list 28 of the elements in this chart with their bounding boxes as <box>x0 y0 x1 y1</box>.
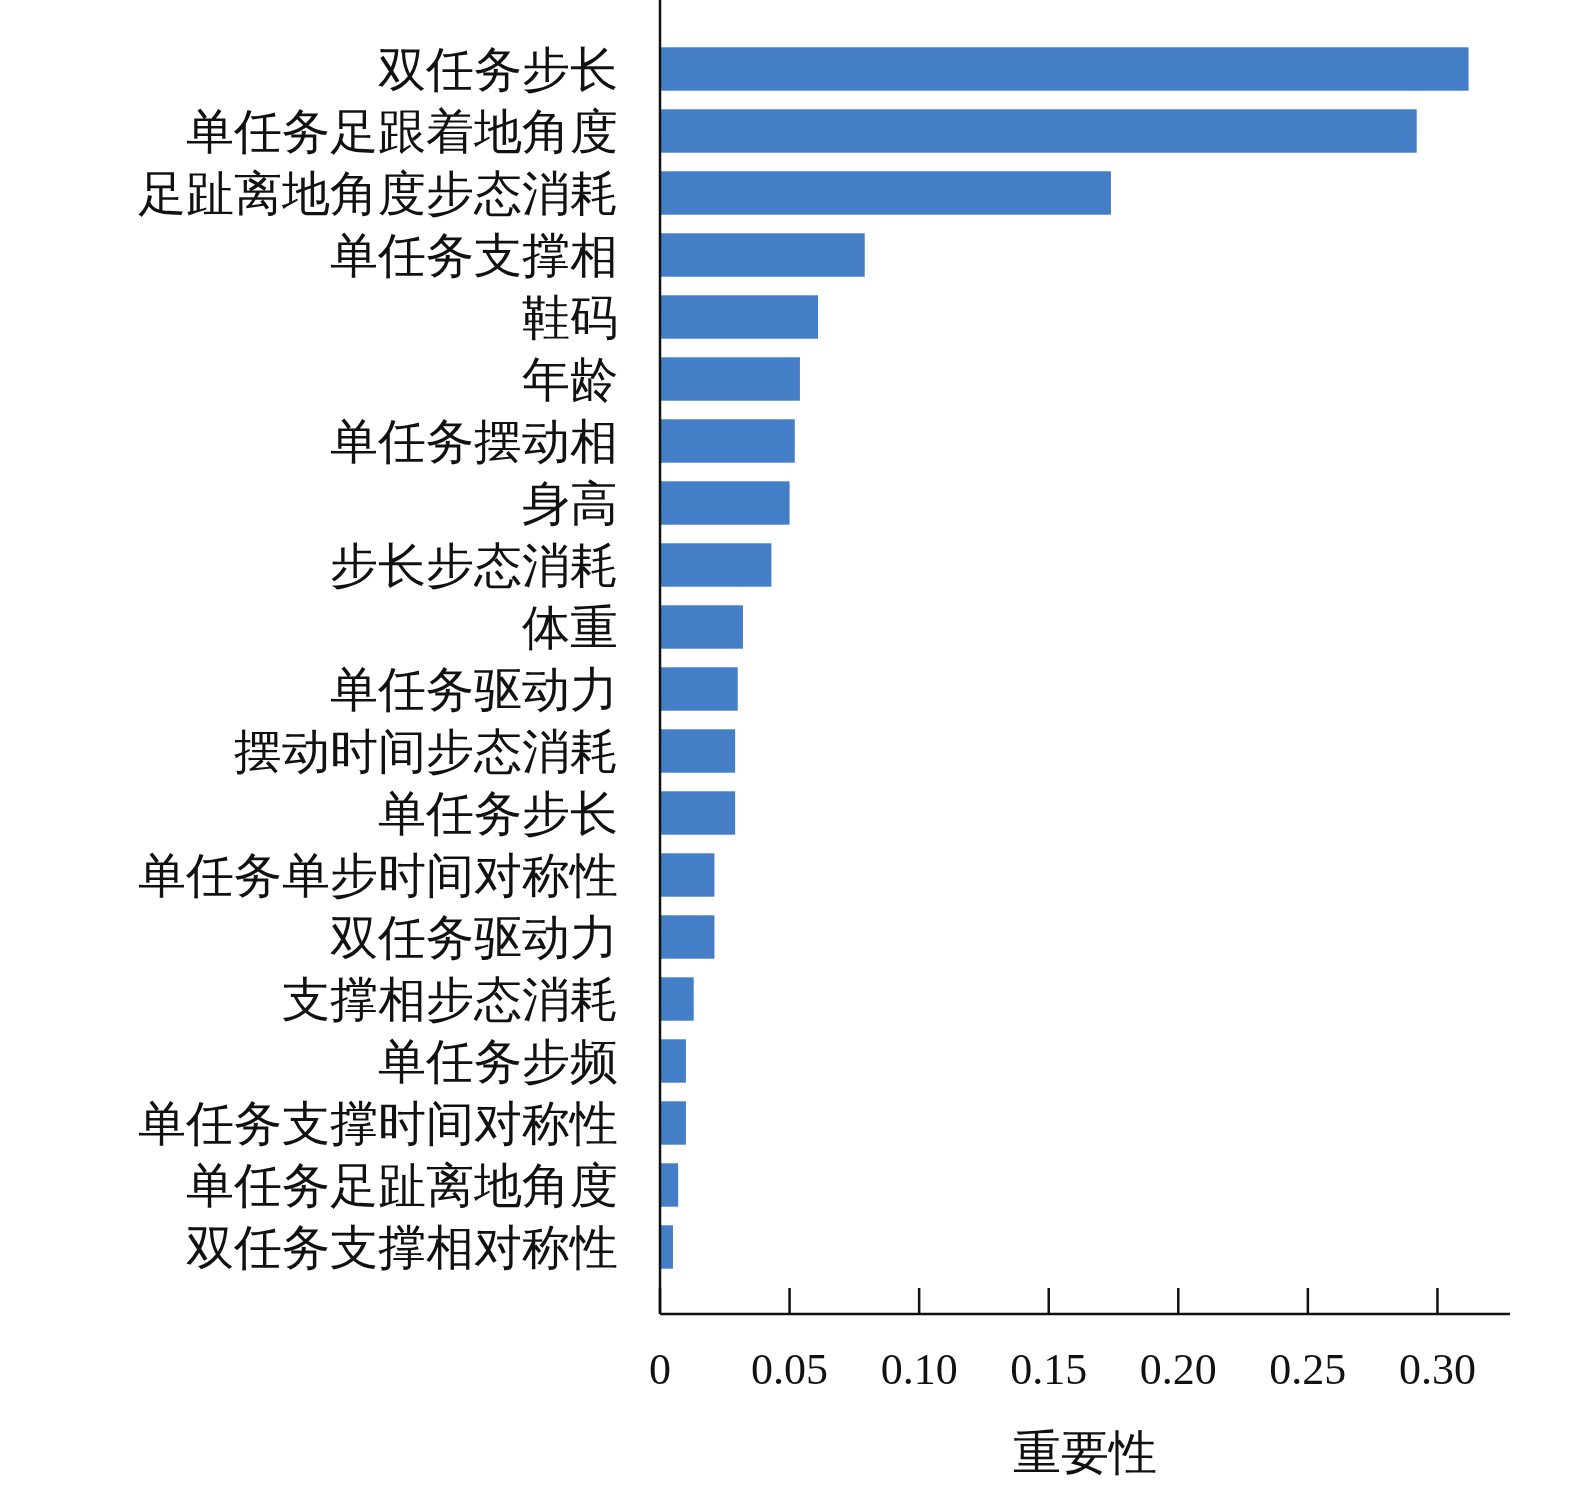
y-tick-label: 双任务驱动力 <box>330 910 618 964</box>
y-tick-label: 双任务步长 <box>378 42 618 96</box>
y-tick-label: 摆动时间步态消耗 <box>234 724 618 778</box>
y-tick-label: 单任务足趾离地角度 <box>186 1158 618 1212</box>
y-tick-label: 单任务支撑时间对称性 <box>138 1096 618 1150</box>
x-tick-label: 0.05 <box>751 1345 829 1394</box>
x-tick-label: 0.10 <box>880 1345 958 1394</box>
y-tick-label: 单任务足跟着地角度 <box>186 104 618 158</box>
y-tick-label: 步长步态消耗 <box>330 538 618 592</box>
x-tick-label: 0.15 <box>1010 1345 1088 1394</box>
x-tick-label: 0 <box>649 1345 671 1394</box>
y-tick-label: 单任务摆动相 <box>330 414 618 468</box>
x-tick-label: 0.25 <box>1269 1345 1347 1394</box>
x-tick-label: 0.30 <box>1398 1345 1476 1394</box>
y-tick-label: 单任务支撑相 <box>330 228 618 282</box>
x-tick-label: 0.20 <box>1139 1345 1217 1394</box>
y-tick-label: 年龄 <box>522 352 618 406</box>
y-tick-label: 单任务驱动力 <box>330 662 618 716</box>
y-tick-label: 鞋码 <box>522 290 618 344</box>
y-tick-label: 单任务步长 <box>378 786 618 840</box>
y-tick-label: 体重 <box>522 600 618 654</box>
y-tick-label: 双任务支撑相对称性 <box>186 1220 618 1274</box>
y-tick-label: 单任务单步时间对称性 <box>138 848 618 902</box>
y-tick-label: 支撑相步态消耗 <box>282 972 618 1026</box>
y-tick-label: 身高 <box>522 476 618 530</box>
x-axis-title: 重要性 <box>1013 1426 1157 1479</box>
y-tick-label: 单任务步频 <box>378 1034 618 1088</box>
y-tick-label: 足趾离地角度步态消耗 <box>138 166 618 220</box>
